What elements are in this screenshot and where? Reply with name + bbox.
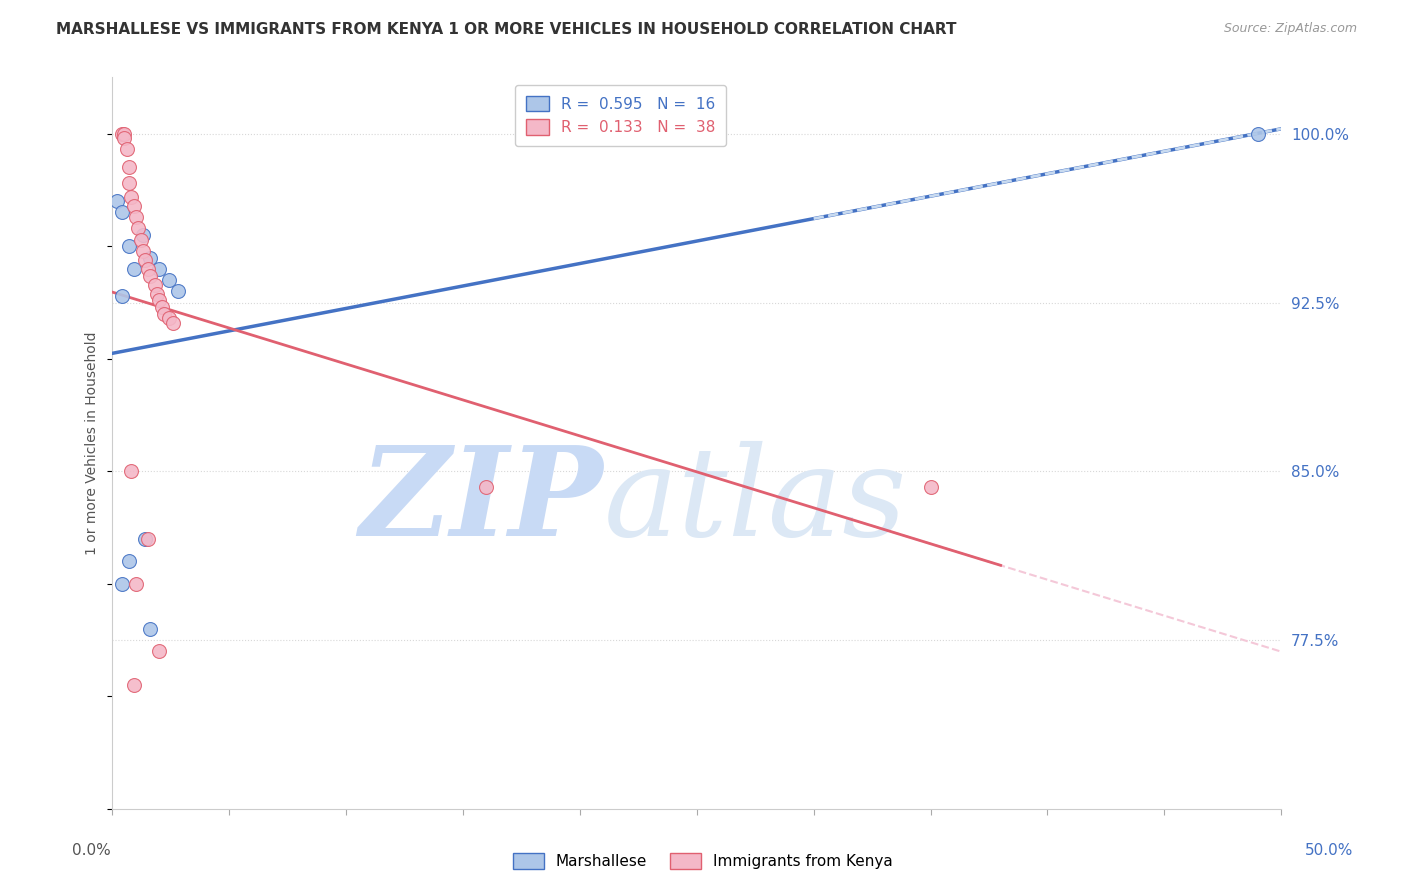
Point bbox=[111, 205, 134, 219]
Point bbox=[118, 239, 141, 253]
Point bbox=[148, 293, 170, 308]
Point bbox=[115, 143, 138, 157]
Point bbox=[118, 161, 141, 175]
Point bbox=[157, 273, 180, 287]
Point bbox=[112, 127, 135, 141]
Point bbox=[120, 190, 142, 204]
Point bbox=[139, 251, 162, 265]
Text: Source: ZipAtlas.com: Source: ZipAtlas.com bbox=[1223, 22, 1357, 36]
Text: MARSHALLESE VS IMMIGRANTS FROM KENYA 1 OR MORE VEHICLES IN HOUSEHOLD CORRELATION: MARSHALLESE VS IMMIGRANTS FROM KENYA 1 O… bbox=[56, 22, 956, 37]
Point bbox=[111, 127, 134, 141]
Text: ZIP: ZIP bbox=[360, 441, 603, 563]
Point bbox=[1247, 127, 1270, 141]
Text: 0.0%: 0.0% bbox=[72, 843, 111, 858]
Point bbox=[162, 316, 184, 330]
Point bbox=[139, 622, 162, 636]
Point bbox=[920, 480, 942, 494]
Point bbox=[136, 261, 159, 276]
Point bbox=[118, 554, 141, 568]
Y-axis label: 1 or more Vehicles in Household: 1 or more Vehicles in Household bbox=[86, 332, 100, 555]
Point bbox=[122, 261, 145, 276]
Point bbox=[146, 286, 169, 301]
Point bbox=[127, 221, 149, 235]
Point bbox=[143, 277, 166, 292]
Point bbox=[148, 261, 170, 276]
Point bbox=[132, 244, 155, 258]
Text: atlas: atlas bbox=[603, 441, 907, 563]
Legend: Marshallese, Immigrants from Kenya: Marshallese, Immigrants from Kenya bbox=[508, 847, 898, 875]
Point bbox=[120, 464, 142, 478]
Point bbox=[125, 210, 148, 224]
Point bbox=[105, 194, 128, 209]
Point bbox=[111, 577, 134, 591]
Text: 50.0%: 50.0% bbox=[1305, 843, 1353, 858]
Point bbox=[129, 233, 152, 247]
Point bbox=[134, 532, 156, 546]
Point bbox=[125, 577, 148, 591]
Point bbox=[136, 532, 159, 546]
Point bbox=[112, 131, 135, 145]
Point bbox=[167, 285, 190, 299]
Legend: R =  0.595   N =  16, R =  0.133   N =  38: R = 0.595 N = 16, R = 0.133 N = 38 bbox=[516, 85, 727, 146]
Point bbox=[122, 678, 145, 692]
Point bbox=[139, 268, 162, 283]
Point bbox=[475, 480, 498, 494]
Point bbox=[148, 644, 170, 658]
Point bbox=[132, 227, 155, 242]
Point bbox=[157, 311, 180, 326]
Point bbox=[153, 307, 176, 321]
Point bbox=[111, 289, 134, 303]
Point bbox=[150, 300, 173, 314]
Point bbox=[118, 176, 141, 190]
Point bbox=[134, 252, 156, 267]
Point bbox=[122, 199, 145, 213]
